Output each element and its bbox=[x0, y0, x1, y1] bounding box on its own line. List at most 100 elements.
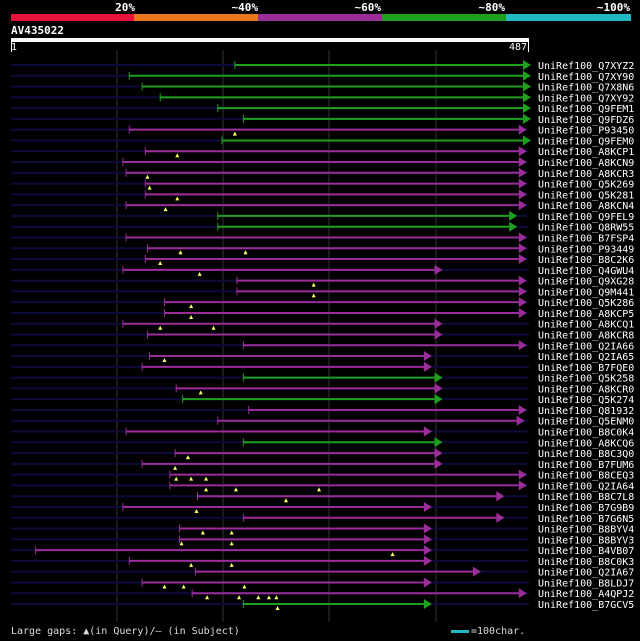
hit-label: UniRef100_Q9M441 bbox=[538, 287, 634, 298]
hit-label: UniRef100_B4VB07 bbox=[538, 546, 634, 557]
gap-marker bbox=[175, 153, 180, 158]
hit-arrow bbox=[423, 555, 432, 566]
hit-arrow bbox=[518, 254, 527, 265]
gap-marker bbox=[179, 541, 184, 546]
hit-arrow bbox=[423, 534, 432, 545]
hit-label: UniRef100_B7FUM6 bbox=[538, 460, 634, 471]
hit-arrow bbox=[518, 588, 527, 599]
hit-arrow bbox=[518, 286, 527, 297]
hit-label: UniRef100_B8C0K3 bbox=[538, 557, 634, 568]
gap-marker bbox=[181, 584, 186, 589]
query-end-tick bbox=[528, 42, 529, 52]
legend-label-60: ~60% bbox=[354, 1, 382, 14]
gap-marker bbox=[200, 530, 205, 535]
hit-arrow bbox=[523, 103, 531, 114]
hit-arrow bbox=[423, 599, 432, 609]
hit-arrow bbox=[523, 92, 531, 103]
hit-label: UniRef100_Q7XY90 bbox=[538, 72, 634, 83]
gap-marker bbox=[145, 174, 150, 179]
hit-label: UniRef100_B8C2K6 bbox=[538, 255, 634, 266]
hit-label: UniRef100_B7FSP4 bbox=[538, 233, 634, 244]
scale-bar bbox=[451, 629, 469, 633]
hit-label: UniRef100_Q5K281 bbox=[538, 190, 634, 201]
hit-label: UniRef100_B8BYV3 bbox=[538, 535, 634, 546]
gap-marker bbox=[178, 250, 183, 255]
hit-arrow bbox=[434, 264, 443, 275]
gap-marker bbox=[174, 476, 179, 481]
hit-label: UniRef100_A8KCR3 bbox=[538, 169, 634, 180]
hit-arrow bbox=[423, 351, 432, 362]
hit-arrow bbox=[518, 232, 527, 243]
gap-marker bbox=[163, 207, 168, 212]
hit-arrow bbox=[518, 189, 527, 200]
gap-marker bbox=[274, 595, 279, 600]
hit-arrow bbox=[423, 361, 432, 372]
scale-legend-text: =100char. bbox=[471, 626, 526, 637]
hit-label: UniRef100_Q5K258 bbox=[538, 374, 634, 385]
hit-label: UniRef100_Q5K269 bbox=[538, 180, 634, 191]
hit-label: UniRef100_Q2IA67 bbox=[538, 568, 634, 579]
gap-marker bbox=[390, 552, 395, 557]
hit-label: UniRef100_Q5K286 bbox=[538, 298, 634, 309]
gap-marker bbox=[229, 541, 234, 546]
hit-label: UniRef100_Q9XG28 bbox=[538, 277, 634, 288]
hit-arrow bbox=[518, 146, 527, 157]
gap-marker bbox=[232, 131, 237, 136]
hit-label: UniRef100_A8KCN9 bbox=[538, 158, 634, 169]
gaps-legend: Large gaps: ▲(in Query)/– (in Subject) bbox=[11, 626, 240, 637]
hit-arrow bbox=[523, 81, 531, 92]
gap-marker bbox=[175, 196, 180, 201]
hit-arrow bbox=[434, 318, 443, 329]
hit-arrow bbox=[496, 491, 505, 502]
hit-arrow bbox=[518, 480, 527, 491]
gap-marker bbox=[189, 304, 194, 309]
query-id: AV435022 bbox=[11, 24, 64, 37]
gap-marker bbox=[189, 562, 194, 567]
hit-label: UniRef100_A8KCR0 bbox=[538, 384, 634, 395]
hit-label: UniRef100_Q9FEM1 bbox=[538, 104, 634, 115]
hit-arrow bbox=[423, 545, 432, 556]
gap-marker bbox=[229, 530, 234, 535]
legend-label-100: ~100% bbox=[596, 1, 630, 14]
hit-label: UniRef100_A8KCN4 bbox=[538, 201, 634, 212]
hit-label: UniRef100_Q5K274 bbox=[538, 395, 634, 406]
hit-arrow bbox=[523, 135, 531, 146]
gap-marker bbox=[162, 584, 167, 589]
scale-seg-20 bbox=[11, 14, 134, 21]
hit-label: UniRef100_B8BYV4 bbox=[538, 525, 634, 536]
hit-arrow bbox=[518, 124, 527, 135]
hit-arrow bbox=[434, 383, 443, 394]
hit-arrow bbox=[423, 501, 432, 512]
hit-label: UniRef100_A8KCP5 bbox=[538, 309, 634, 320]
scale-seg-80 bbox=[382, 14, 506, 21]
query-bar bbox=[11, 38, 529, 42]
hit-label: UniRef100_Q9FDZ6 bbox=[538, 115, 634, 126]
hit-arrow bbox=[518, 404, 527, 415]
hit-label: UniRef100_Q5ENM0 bbox=[538, 417, 634, 428]
gap-marker bbox=[198, 390, 203, 395]
hit-label: UniRef100_Q9FEL9 bbox=[538, 212, 634, 223]
hit-label: UniRef100_B7GCV5 bbox=[538, 600, 634, 611]
hit-label: UniRef100_Q7XYZ2 bbox=[538, 61, 634, 72]
hit-arrow bbox=[423, 577, 432, 588]
gap-marker bbox=[211, 325, 216, 330]
hit-arrow bbox=[472, 566, 481, 577]
query-start-label: 1 bbox=[11, 42, 18, 53]
hit-label: UniRef100_Q7XY92 bbox=[538, 93, 634, 104]
hit-label: UniRef100_Q9FEM0 bbox=[538, 136, 634, 147]
hit-label: UniRef100_B8CEQ3 bbox=[538, 471, 634, 482]
hit-arrow bbox=[518, 243, 527, 254]
gap-marker bbox=[256, 595, 261, 600]
hit-arrow bbox=[518, 167, 527, 178]
gap-marker bbox=[205, 595, 210, 600]
hit-arrow bbox=[518, 200, 527, 211]
hit-label: UniRef100_A4QPJ2 bbox=[538, 589, 634, 600]
hit-label: UniRef100_B8LDJ7 bbox=[538, 578, 634, 589]
hit-arrow bbox=[434, 329, 443, 340]
hit-arrow bbox=[434, 372, 443, 383]
gap-marker bbox=[147, 185, 152, 190]
hit-arrow bbox=[523, 113, 531, 124]
hit-label: UniRef100_B7G9B9 bbox=[538, 503, 634, 514]
scale-legend: =100char. bbox=[451, 626, 525, 637]
